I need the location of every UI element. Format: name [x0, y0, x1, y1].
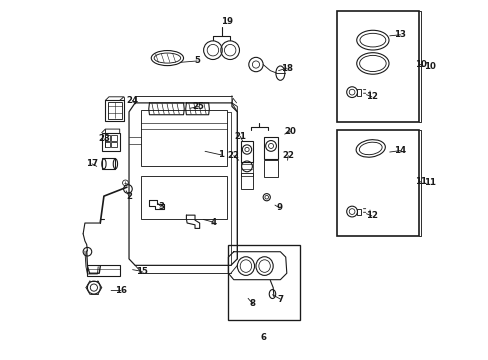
- Text: 22: 22: [227, 151, 239, 160]
- Text: 12: 12: [365, 211, 377, 220]
- Text: 24: 24: [126, 96, 139, 105]
- Text: 8: 8: [249, 299, 255, 308]
- Text: 10: 10: [424, 62, 435, 71]
- Text: 1: 1: [218, 150, 224, 159]
- Bar: [102, 158, 115, 168]
- Text: 25: 25: [192, 102, 204, 111]
- Bar: [241, 173, 253, 189]
- Text: 11: 11: [414, 177, 426, 186]
- Text: 16: 16: [115, 286, 126, 295]
- Text: 19: 19: [221, 17, 233, 26]
- Bar: [104, 141, 110, 147]
- Text: 22: 22: [282, 151, 294, 160]
- Bar: [228, 244, 300, 320]
- Bar: [140, 110, 226, 166]
- Bar: [140, 176, 226, 219]
- Text: 2: 2: [126, 192, 132, 201]
- Bar: [102, 133, 120, 150]
- Bar: [241, 140, 253, 162]
- Text: 15: 15: [136, 267, 148, 276]
- Text: 17: 17: [86, 159, 98, 168]
- Text: 6: 6: [260, 333, 266, 342]
- Bar: [111, 141, 117, 147]
- Text: 4: 4: [210, 218, 217, 227]
- Text: 20: 20: [284, 127, 296, 136]
- Bar: [107, 102, 122, 120]
- Text: 12: 12: [365, 92, 377, 101]
- Bar: [336, 130, 418, 235]
- Text: 13: 13: [394, 30, 406, 39]
- Text: 21: 21: [234, 132, 245, 141]
- Bar: [264, 137, 277, 159]
- Text: 5: 5: [194, 57, 200, 66]
- Bar: [104, 135, 110, 141]
- Text: 14: 14: [394, 146, 406, 155]
- Text: 23: 23: [98, 134, 110, 143]
- Bar: [105, 100, 124, 121]
- Text: 9: 9: [276, 203, 282, 212]
- Bar: [87, 265, 120, 276]
- Text: 3: 3: [158, 202, 164, 211]
- Text: 11: 11: [424, 178, 436, 187]
- Bar: [356, 89, 360, 96]
- Text: 10: 10: [414, 60, 426, 69]
- Bar: [356, 209, 360, 215]
- Text: 18: 18: [280, 64, 292, 73]
- Bar: [264, 160, 277, 177]
- Text: 7: 7: [277, 294, 283, 303]
- Bar: [111, 135, 117, 141]
- Bar: [336, 11, 418, 122]
